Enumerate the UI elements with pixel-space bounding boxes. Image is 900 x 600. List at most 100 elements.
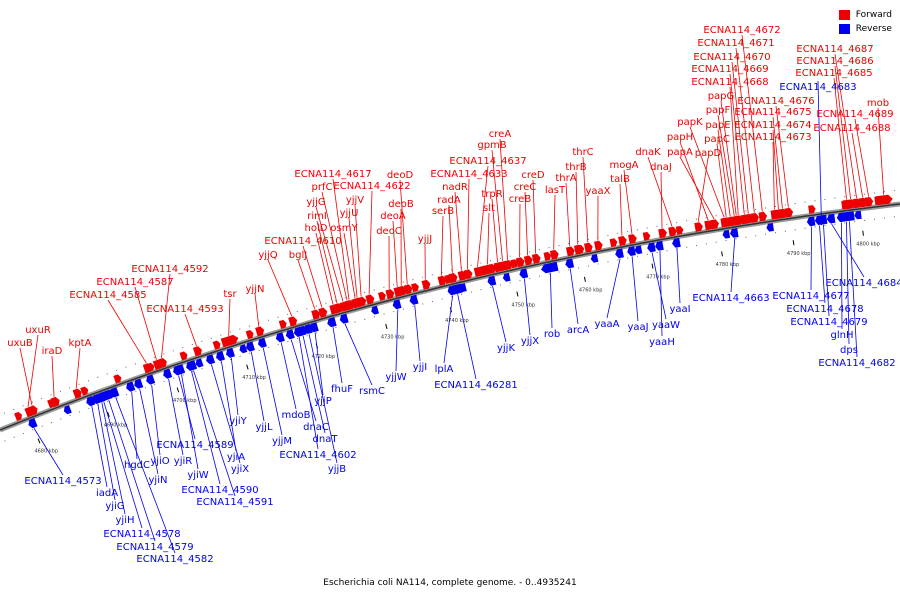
reverse-gene-yjjp xyxy=(309,322,319,333)
axis-tick-label: 4750 kbp xyxy=(512,302,536,308)
leader-line-ecna114-46281 xyxy=(457,294,477,380)
gene-label-yaai: yaaI xyxy=(669,304,690,315)
gene-label-ecna114-4688: ECNA114_4688 xyxy=(813,123,890,134)
leader-line-rsmc xyxy=(344,323,373,386)
leader-line-ecna114-4668 xyxy=(729,86,739,216)
gene-label-tsr: tsr xyxy=(223,289,237,300)
gene-label-yjin: yjiN xyxy=(149,475,168,486)
forward-gene-deob xyxy=(397,285,407,296)
reverse-gene xyxy=(63,405,72,415)
gene-label-yjiw: yjiW xyxy=(187,470,208,481)
forward-gene xyxy=(510,259,519,268)
forward-gene-ecna114-4633 xyxy=(463,269,473,280)
leader-line-ecna114-4592 xyxy=(161,273,171,359)
gene-label-thrb: thrB xyxy=(565,162,586,173)
leader-line-osmy xyxy=(343,232,356,299)
gene-label-ecna114-4674: ECNA114_4674 xyxy=(734,120,811,131)
forward-gene-ecna114-4676 xyxy=(784,207,794,218)
forward-gene xyxy=(841,200,849,210)
gene-label-yjjp: yjjP xyxy=(314,396,332,407)
gene-label-ecna114-4663: ECNA114_4663 xyxy=(692,293,769,304)
leader-line-ecna114-4679 xyxy=(823,224,830,317)
leader-line-ecna114-4687 xyxy=(834,53,858,199)
axis-tick-label: 4740 kbp xyxy=(445,318,469,324)
leader-line-crea xyxy=(499,138,508,260)
gene-label-yjix: yjiX xyxy=(231,464,249,475)
reverse-gene-ecna114-4682 xyxy=(844,211,854,221)
leader-line-ecna114-4610 xyxy=(302,245,323,308)
forward-gene xyxy=(808,205,816,214)
reverse-gene-rob xyxy=(541,261,559,274)
gene-label-lpla: lplA xyxy=(435,364,454,375)
gene-label-mob: mob xyxy=(867,98,889,109)
gene-label-yjjk: yjjK xyxy=(497,343,515,354)
gene-label-ecna114-4602: ECNA114_4602 xyxy=(279,450,356,461)
leader-line-kpta xyxy=(75,347,81,389)
leader-line-yjig xyxy=(97,403,116,501)
gene-label-talb: talB xyxy=(610,174,630,185)
leader-line-glnh xyxy=(841,222,843,330)
gene-label-yjjb: yjjB xyxy=(328,464,346,475)
gene-label-papg: papG xyxy=(708,91,735,102)
axis-tick xyxy=(583,276,586,282)
gene-label-ecna114-4678: ECNA114_4678 xyxy=(786,304,863,315)
gene-label-ecna114-4587: ECNA114_4587 xyxy=(96,277,173,288)
forward-swatch xyxy=(838,10,850,20)
gene-label-yaaw: yaaW xyxy=(652,320,680,331)
reverse-gene-yjix xyxy=(206,354,216,365)
forward-gene-yjjv xyxy=(357,296,367,307)
reverse-gene-rsmc xyxy=(339,313,349,324)
leader-line-ecna114-4622 xyxy=(368,190,373,295)
reverse-swatch xyxy=(838,24,850,34)
gene-label-moga: mogA xyxy=(609,160,638,171)
leader-line-yjji xyxy=(414,304,421,362)
axis-tick-label: 4710 kbp xyxy=(242,375,266,381)
reverse-gene-yjjk xyxy=(487,275,497,286)
gene-label-papd: papD xyxy=(695,148,722,159)
leader-line-trpr xyxy=(491,198,498,263)
forward-gene-ecna114-4671 xyxy=(750,213,759,223)
leader-line-ecna114-4677 xyxy=(810,226,812,291)
reverse-gene xyxy=(239,344,248,354)
forward-gene-ecna114-4622 xyxy=(365,294,375,305)
gene-label-yjju: yjjU xyxy=(340,208,359,219)
gene-label-yjjv: yjjV xyxy=(346,195,364,206)
leader-line-rada xyxy=(448,204,453,273)
legend-reverse: Reverse xyxy=(838,22,892,36)
gene-label-trpr: trpR xyxy=(481,189,502,200)
gene-label-ecna114-4578: ECNA114_4578 xyxy=(103,529,180,540)
forward-gene xyxy=(113,374,122,384)
gene-label-uxub: uxuB xyxy=(7,338,33,349)
forward-gene xyxy=(80,386,89,396)
gene-label-yjjj: yjjJ xyxy=(418,234,432,245)
leader-line-ecna114-4579 xyxy=(108,399,156,542)
forward-gene-ecna114-4592 xyxy=(157,358,167,369)
gene-label-yjig: yjiG xyxy=(105,501,124,512)
gene-label-deod: deoD xyxy=(387,170,414,181)
leader-line-deod xyxy=(399,179,408,285)
reverse-gene-yjjl xyxy=(246,341,255,352)
leader-line-ecna114-4663 xyxy=(730,238,736,293)
gene-label-kpta: kptA xyxy=(69,338,92,349)
leader-line-ecna114-4672 xyxy=(741,34,763,212)
reverse-gene xyxy=(327,317,336,327)
leader-line-yjjw xyxy=(395,309,399,372)
forward-gene-ecna114-4610 xyxy=(318,307,328,318)
gene-label-ecna114-4591: ECNA114_4591 xyxy=(196,497,273,508)
leader-line-nadr xyxy=(454,191,462,271)
leader-line-yaaw xyxy=(651,252,667,320)
leader-line-ecna114-4685 xyxy=(833,77,847,200)
leader-line-yaaa xyxy=(606,258,621,319)
gene-label-paph: papH xyxy=(667,132,693,143)
leader-line-dps xyxy=(846,221,850,345)
gene-label-ecna114-4672: ECNA114_4672 xyxy=(703,25,780,36)
leader-line-lpla xyxy=(443,295,454,364)
reverse-gene-yjjw xyxy=(392,299,402,310)
gene-label-fhuf: fhuF xyxy=(331,384,353,395)
leader-line-irad xyxy=(51,355,55,397)
reverse-gene-ecna114-4663 xyxy=(730,228,739,238)
gene-label-yaaa: yaaA xyxy=(594,319,619,330)
genome-caption: Escherichia coli NA114, complete genome.… xyxy=(323,578,577,588)
leader-line-tsr xyxy=(228,298,231,336)
gene-label-ecna114-4610: ECNA114_4610 xyxy=(264,236,341,247)
